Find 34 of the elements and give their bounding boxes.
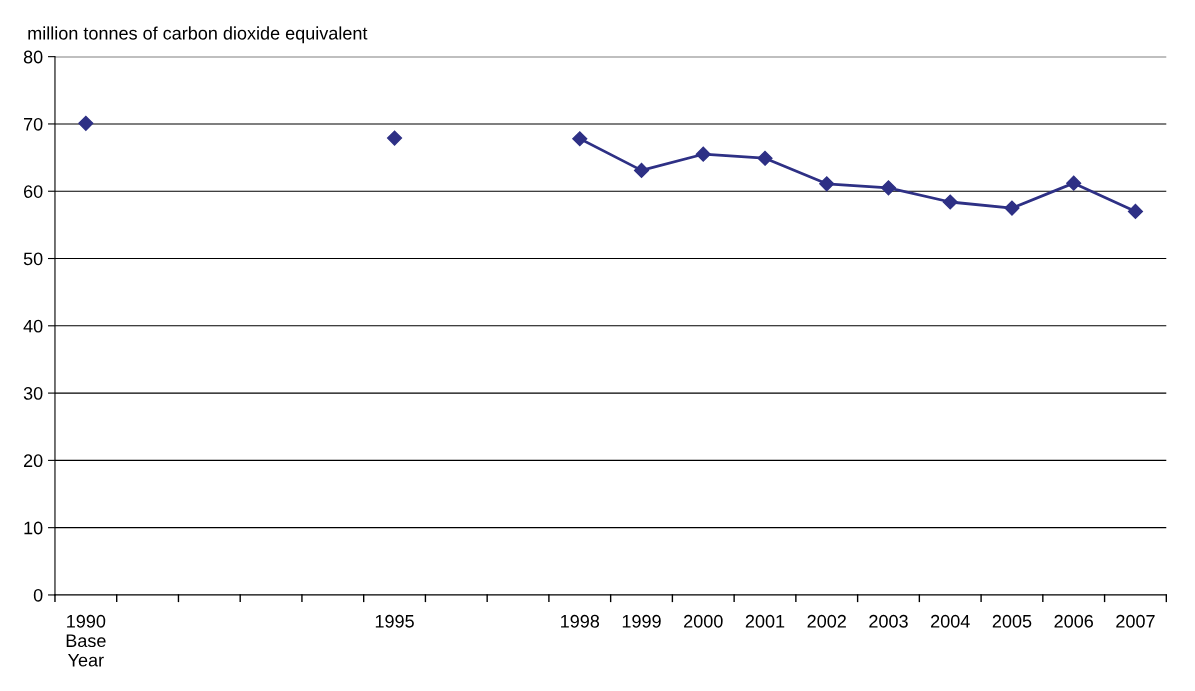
x-tick-label: 2000 — [684, 614, 723, 628]
point — [1066, 175, 1082, 191]
x-tick-label: 1998 — [561, 614, 600, 628]
point — [78, 115, 94, 131]
x-tick-label: 2007 — [1116, 614, 1155, 628]
x-tick-label: 1999 — [622, 614, 661, 628]
y-tick-label: 70 — [24, 117, 43, 131]
x-tick-label: 1990 Base Year — [66, 614, 106, 667]
x-tick-label: 2006 — [1054, 614, 1093, 628]
x-tick-label: 2003 — [869, 614, 908, 628]
y-tick-label: 30 — [23, 387, 43, 400]
y-tick-label: 50 — [23, 252, 43, 266]
x-tick-label: 2002 — [807, 614, 846, 628]
point — [1004, 200, 1020, 216]
y-tick-label: 10 — [24, 521, 43, 535]
x-tick-label: 2001 — [745, 614, 785, 628]
y-tick-label: 40 — [23, 319, 43, 333]
x-tick-label: 2004 — [931, 614, 970, 628]
y-tick-label: 80 — [23, 50, 43, 64]
point — [880, 180, 897, 196]
point — [386, 130, 403, 146]
x-tick-label: 1995 — [375, 614, 414, 628]
y-axis-title: million tonnes of carbon dioxide equivalent — [28, 26, 368, 44]
point — [819, 176, 835, 192]
point — [572, 131, 588, 147]
x-tick-label: 2005 — [992, 614, 1032, 628]
point — [942, 194, 958, 210]
y-tick-label: 0 — [33, 588, 43, 602]
point — [757, 150, 773, 166]
y-tick-label: 60 — [24, 185, 43, 198]
y-tick-label: 20 — [23, 454, 43, 468]
point — [1127, 203, 1144, 219]
point — [695, 146, 711, 162]
point — [633, 162, 650, 178]
